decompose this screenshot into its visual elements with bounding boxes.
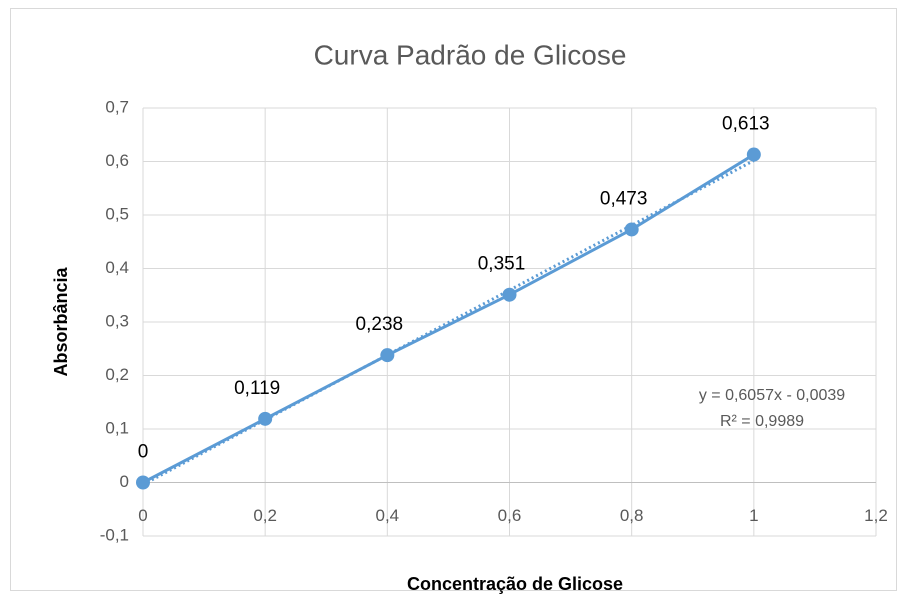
x-axis-label: Concentração de Glicose — [407, 574, 623, 594]
chart-title: Curva Padrão de Glicose — [314, 39, 627, 70]
y-tick-label: 0,2 — [105, 365, 129, 384]
data-label: 0,613 — [722, 114, 770, 135]
x-tick-label: 1,2 — [864, 506, 888, 525]
y-axis-label: Absorbância — [51, 266, 71, 376]
y-tick-label: -0,1 — [100, 525, 129, 544]
y-tick-label: 0 — [120, 472, 129, 491]
data-point — [746, 147, 761, 162]
y-tick-label: 0,6 — [105, 151, 129, 170]
y-tick-label: 0,7 — [105, 97, 129, 116]
x-tick-label: 0 — [138, 506, 147, 525]
data-point — [624, 222, 639, 237]
trendline-r2: R² = 0,9989 — [720, 413, 804, 430]
data-line — [142, 153, 755, 484]
data-point — [502, 287, 517, 302]
data-label: 0,119 — [234, 378, 280, 399]
x-tick-label: 0,4 — [376, 506, 400, 525]
y-tick-label: 0,4 — [105, 258, 129, 277]
data-label: 0,238 — [356, 314, 404, 335]
data-label: 0,351 — [478, 254, 526, 275]
x-tick-label: 0,8 — [620, 506, 644, 525]
data-point — [258, 411, 273, 426]
data-point — [136, 475, 150, 490]
x-tick-label: 1 — [749, 506, 758, 525]
chart-border — [10, 8, 897, 591]
data-label: 0,473 — [600, 188, 648, 209]
data-label: 0 — [138, 442, 149, 463]
y-tick-label: 0,1 — [105, 418, 129, 437]
x-tick-label: 0,6 — [498, 506, 522, 525]
trendline-equation: y = 0,6057x - 0,0039 — [699, 387, 845, 404]
data-point — [380, 348, 395, 363]
x-tick-label: 0,2 — [253, 506, 277, 525]
y-tick-label: 0,3 — [105, 311, 129, 330]
y-tick-label: 0,5 — [105, 204, 129, 223]
